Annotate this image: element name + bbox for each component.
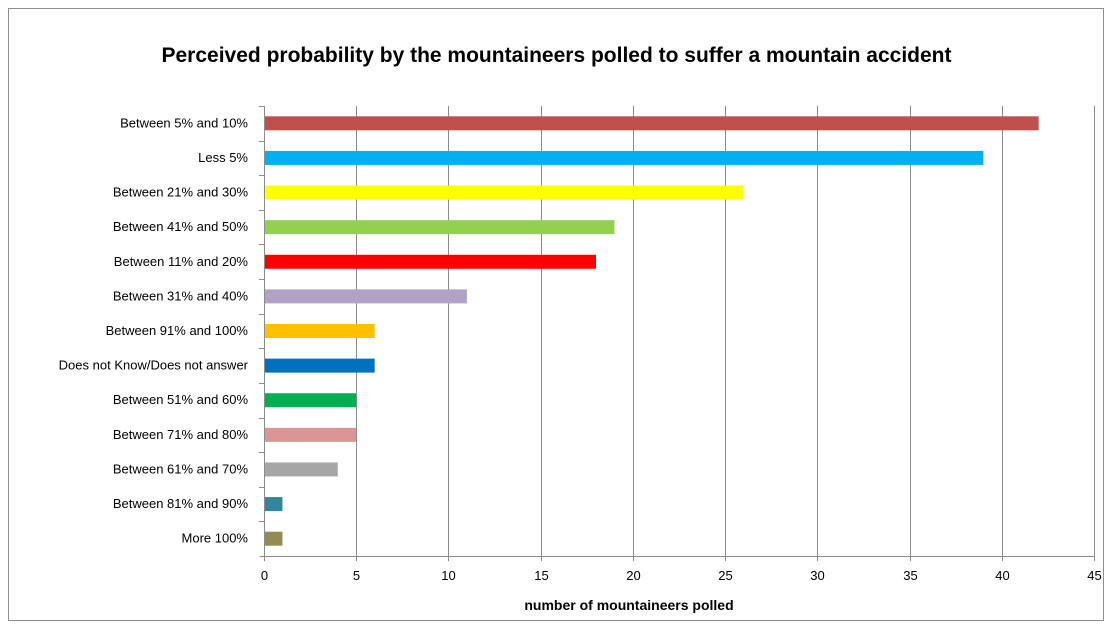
x-tick-label: 5 [353, 568, 360, 583]
category-label: Between 31% and 40% [113, 288, 249, 303]
x-tick-label: 35 [903, 568, 917, 583]
x-tick-label: 40 [995, 568, 1009, 583]
bar [264, 254, 596, 269]
x-tick-label: 25 [718, 568, 732, 583]
category-label: Between 51% and 60% [113, 392, 249, 407]
x-tick-label: 10 [441, 568, 455, 583]
bar [264, 185, 744, 200]
category-labels: Between 5% and 10% Less 5% Between 21% and… [59, 115, 249, 545]
category-label: Between 41% and 50% [113, 219, 249, 234]
chart-title: Perceived probability by the mountaineer… [161, 44, 952, 67]
x-axis-title: number of mountaineers polled [524, 597, 733, 613]
bar [264, 427, 357, 442]
chart-frame [8, 8, 1104, 621]
bar [264, 531, 283, 546]
bar [264, 358, 375, 373]
category-label: Between 91% and 100% [106, 323, 249, 338]
bar [264, 150, 984, 165]
category-label: Between 61% and 70% [113, 461, 249, 476]
bar [264, 324, 375, 338]
bar [264, 497, 283, 512]
category-label: Between 71% and 80% [113, 427, 249, 442]
category-label: Does not Know/Does not answer [59, 358, 249, 373]
x-tick-label: 20 [626, 568, 640, 583]
category-label: Less 5% [198, 150, 248, 165]
bar [264, 220, 615, 235]
category-label: Between 11% and 20% [114, 254, 249, 269]
axes [259, 106, 1095, 561]
category-label: Between 21% and 30% [113, 185, 249, 200]
category-label: Between 81% and 90% [113, 496, 249, 511]
category-label: Between 5% and 10% [120, 115, 248, 130]
x-tick-labels: 0 5 10 15 20 25 30 35 40 45 [261, 568, 1102, 583]
x-tick-label: 30 [810, 568, 824, 583]
x-tick-label: 0 [261, 568, 268, 583]
bar [264, 289, 467, 304]
grid-lines [356, 106, 1095, 556]
bar [264, 462, 338, 477]
bars [264, 116, 1039, 546]
x-tick-label: 45 [1087, 568, 1101, 583]
bar [264, 393, 357, 408]
category-label: More 100% [182, 531, 249, 546]
bar [264, 116, 1039, 131]
x-tick-label: 15 [534, 568, 548, 583]
